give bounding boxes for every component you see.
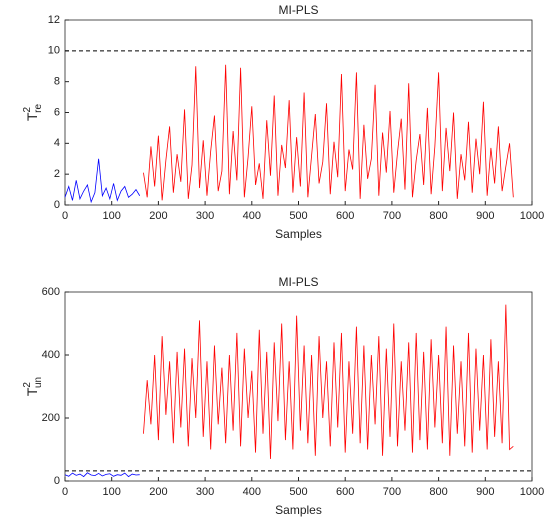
x-tick-label: 1000	[520, 210, 544, 222]
y-label-base: T	[24, 112, 40, 121]
y-tick-label: 2	[54, 168, 60, 180]
x-tick-label: 200	[149, 210, 167, 222]
y-axis-label: T2un	[22, 377, 44, 396]
y-tick-label: 600	[42, 286, 60, 298]
y-tick-label: 12	[48, 14, 60, 26]
x-tick-label: 1000	[520, 486, 544, 498]
y-label-sup: 2	[22, 106, 33, 112]
x-tick-label: 200	[149, 486, 167, 498]
x-tick-label: 500	[289, 486, 307, 498]
x-tick-label: 600	[336, 210, 354, 222]
plot-area	[64, 19, 533, 206]
x-tick-label: 100	[103, 486, 121, 498]
x-tick-label: 0	[62, 486, 68, 498]
x-tick-label: 0	[62, 210, 68, 222]
y-label-base: T	[24, 387, 40, 396]
y-tick-label: 200	[42, 412, 60, 424]
data-line	[64, 472, 140, 478]
y-tick-label: 400	[42, 349, 60, 361]
data-line	[143, 304, 514, 459]
data-line	[64, 158, 141, 204]
chart-title: MI-PLS	[278, 275, 318, 289]
x-axis-label: Samples	[275, 503, 322, 517]
x-tick-label: 500	[289, 210, 307, 222]
y-axis-label: T2re	[22, 104, 44, 121]
x-tick-label: 800	[429, 210, 447, 222]
x-tick-label: 100	[103, 210, 121, 222]
x-tick-label: 400	[243, 486, 261, 498]
plot-area	[64, 291, 533, 482]
y-tick-label: 8	[54, 76, 60, 88]
y-label-sub: un	[33, 377, 44, 388]
x-tick-label: 300	[196, 210, 214, 222]
y-tick-label: 10	[48, 45, 60, 57]
y-tick-label: 0	[54, 475, 60, 487]
chart-title: MI-PLS	[278, 3, 318, 17]
y-label-sup: 2	[22, 382, 33, 388]
x-tick-label: 300	[196, 486, 214, 498]
x-tick-label: 900	[476, 486, 494, 498]
y-label-sub: re	[33, 104, 44, 113]
x-tick-label: 700	[383, 486, 401, 498]
y-tick-label: 6	[54, 106, 60, 118]
y-tick-label: 4	[54, 137, 60, 149]
x-axis-label: Samples	[275, 227, 322, 241]
y-tick-label: 0	[54, 199, 60, 211]
x-tick-label: 700	[383, 210, 401, 222]
x-tick-label: 900	[476, 210, 494, 222]
x-tick-label: 400	[243, 210, 261, 222]
data-line	[143, 64, 514, 201]
x-tick-label: 800	[429, 486, 447, 498]
x-tick-label: 600	[336, 486, 354, 498]
